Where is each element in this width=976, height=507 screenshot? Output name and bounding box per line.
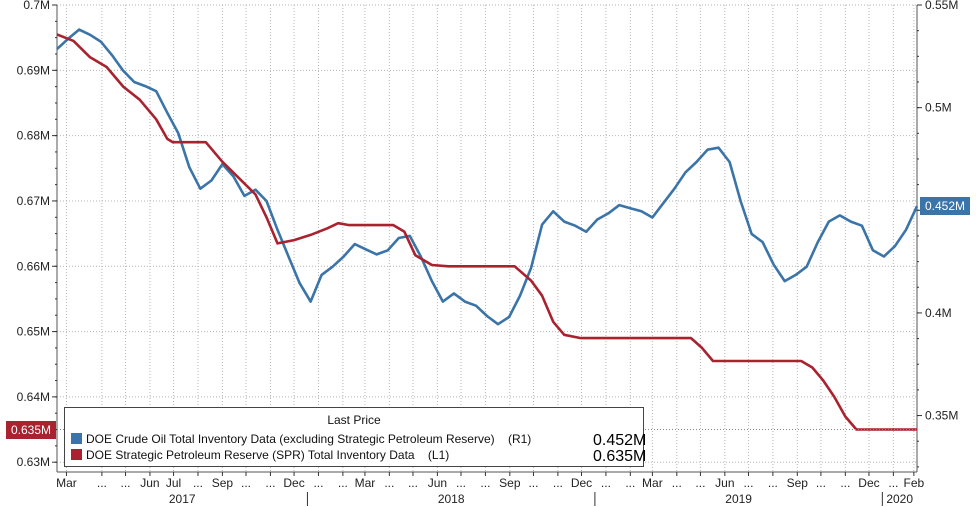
year-label: 2018 <box>438 492 465 506</box>
last-value-badge-crude: 0.452M <box>920 197 971 216</box>
x-tick-label: ... <box>265 476 275 490</box>
legend-axis-crude: (R1) <box>507 432 532 446</box>
right-tick-label: 0.4M <box>925 306 952 320</box>
x-tick-label: ... <box>743 476 753 490</box>
x-tick-label: ... <box>553 476 563 490</box>
right-tick-label: 0.35M <box>925 409 958 423</box>
x-tick-label: Sep <box>499 476 521 490</box>
x-tick-label: ... <box>313 476 323 490</box>
legend-title: Last Price <box>327 413 381 427</box>
legend-entry-spr: DOE Strategic Petroleum Reserve (SPR) To… <box>71 448 449 462</box>
left-tick-label: 0.68M <box>17 129 50 143</box>
x-tick-label: ... <box>625 476 635 490</box>
right-tick-label: 0.55M <box>925 0 958 12</box>
left-tick-label: 0.7M <box>23 0 50 12</box>
legend-label-spr: DOE Strategic Petroleum Reserve (SPR) To… <box>86 448 415 462</box>
x-tick-label: ... <box>121 476 131 490</box>
x-tick-label: ... <box>408 476 418 490</box>
legend-value-crude: 0.452M <box>593 432 647 449</box>
series-line-spr <box>56 33 917 431</box>
x-tick-label: ... <box>601 476 611 490</box>
left-tick-label: 0.67M <box>17 194 50 208</box>
x-tick-label: Feb <box>904 476 925 490</box>
left-tick-label: 0.65M <box>17 325 50 339</box>
x-tick-label: Dec <box>858 476 879 490</box>
left-tick-label: 0.63M <box>17 455 50 469</box>
x-tick-label: Sep <box>787 476 809 490</box>
year-label: 2019 <box>725 492 752 506</box>
last-value-badge-spr: 0.635M <box>6 420 57 439</box>
x-tick-label: Jun <box>140 476 159 490</box>
x-tick-label: ... <box>695 476 705 490</box>
x-tick-label: Sep <box>212 476 234 490</box>
x-tick-label: Mar <box>355 476 376 490</box>
x-tick-label: ... <box>768 476 778 490</box>
x-tick-label: ... <box>840 476 850 490</box>
x-tick-label: ... <box>528 476 538 490</box>
left-tick-label: 0.64M <box>17 390 50 404</box>
legend: Last Price DOE Crude Oil Total Inventory… <box>64 407 647 467</box>
left-tick-label: 0.69M <box>17 63 50 77</box>
series-line-crude <box>56 28 919 326</box>
x-tick-label: Mar <box>56 476 77 490</box>
legend-value-spr: 0.635M <box>593 448 647 465</box>
legend-swatch-spr <box>71 449 82 460</box>
left-tick-label: 0.66M <box>17 259 50 273</box>
x-tick-label: ... <box>480 476 490 490</box>
x-tick-label: Jun <box>428 476 447 490</box>
x-tick-label: ... <box>193 476 203 490</box>
x-tick-label: ... <box>888 476 898 490</box>
x-tick-label: Jul <box>166 476 181 490</box>
x-tick-label: ... <box>816 476 826 490</box>
right-tick-label: 0.5M <box>925 101 952 115</box>
legend-swatch-crude <box>71 433 82 444</box>
year-label: 2020 <box>886 492 913 506</box>
x-tick-label: ... <box>456 476 466 490</box>
x-tick-label: Jun <box>715 476 734 490</box>
legend-entry-crude: DOE Crude Oil Total Inventory Data (excl… <box>71 432 531 446</box>
x-tick-label: ... <box>97 476 107 490</box>
x-tick-label: Dec <box>283 476 304 490</box>
x-tick-label: ... <box>672 476 682 490</box>
x-tick-label: Dec <box>571 476 592 490</box>
x-tick-label: ... <box>338 476 348 490</box>
x-tick-label: ... <box>384 476 394 490</box>
x-tick-label: Mar <box>642 476 663 490</box>
year-label: 2017 <box>169 492 196 506</box>
legend-label-crude: DOE Crude Oil Total Inventory Data (excl… <box>86 432 495 446</box>
legend-axis-spr: (L1) <box>427 448 450 462</box>
x-tick-label: ... <box>241 476 251 490</box>
